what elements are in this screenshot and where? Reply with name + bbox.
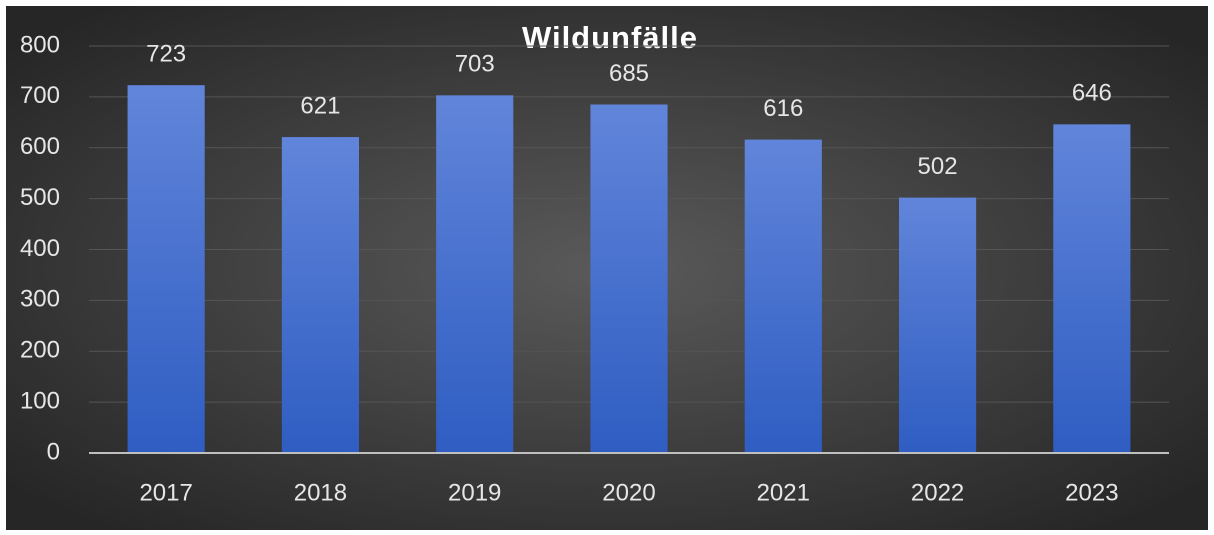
x-tick-label: 2018 xyxy=(294,479,347,506)
data-label: 621 xyxy=(300,92,340,119)
bar xyxy=(744,139,822,454)
bar xyxy=(1053,124,1131,453)
y-tick-label: 300 xyxy=(20,286,60,313)
y-tick-label: 800 xyxy=(20,31,60,58)
bar xyxy=(590,104,668,453)
x-tick-label: 2022 xyxy=(911,479,964,506)
bar xyxy=(127,85,205,453)
x-tick-label: 2020 xyxy=(602,479,655,506)
data-label: 616 xyxy=(763,95,803,122)
data-label: 502 xyxy=(918,153,958,180)
chart-title: Wildunfälle xyxy=(522,20,698,55)
x-tick-label: 2019 xyxy=(448,479,501,506)
x-tick-label: 2017 xyxy=(139,479,192,506)
bar xyxy=(899,197,977,453)
data-label: 646 xyxy=(1072,80,1112,107)
bar xyxy=(281,137,359,453)
data-label: 723 xyxy=(146,41,186,68)
y-tick-label: 700 xyxy=(20,82,60,109)
y-tick-label: 600 xyxy=(20,133,60,160)
data-label: 685 xyxy=(609,60,649,87)
y-tick-label: 400 xyxy=(20,235,60,262)
y-tick-label: 500 xyxy=(20,184,60,211)
x-tick-label: 2023 xyxy=(1065,479,1118,506)
data-label: 703 xyxy=(455,51,495,78)
y-tick-label: 0 xyxy=(47,438,60,465)
x-tick-label: 2021 xyxy=(757,479,810,506)
y-tick-label: 200 xyxy=(20,337,60,364)
bar xyxy=(436,95,514,453)
y-tick-label: 100 xyxy=(20,387,60,414)
